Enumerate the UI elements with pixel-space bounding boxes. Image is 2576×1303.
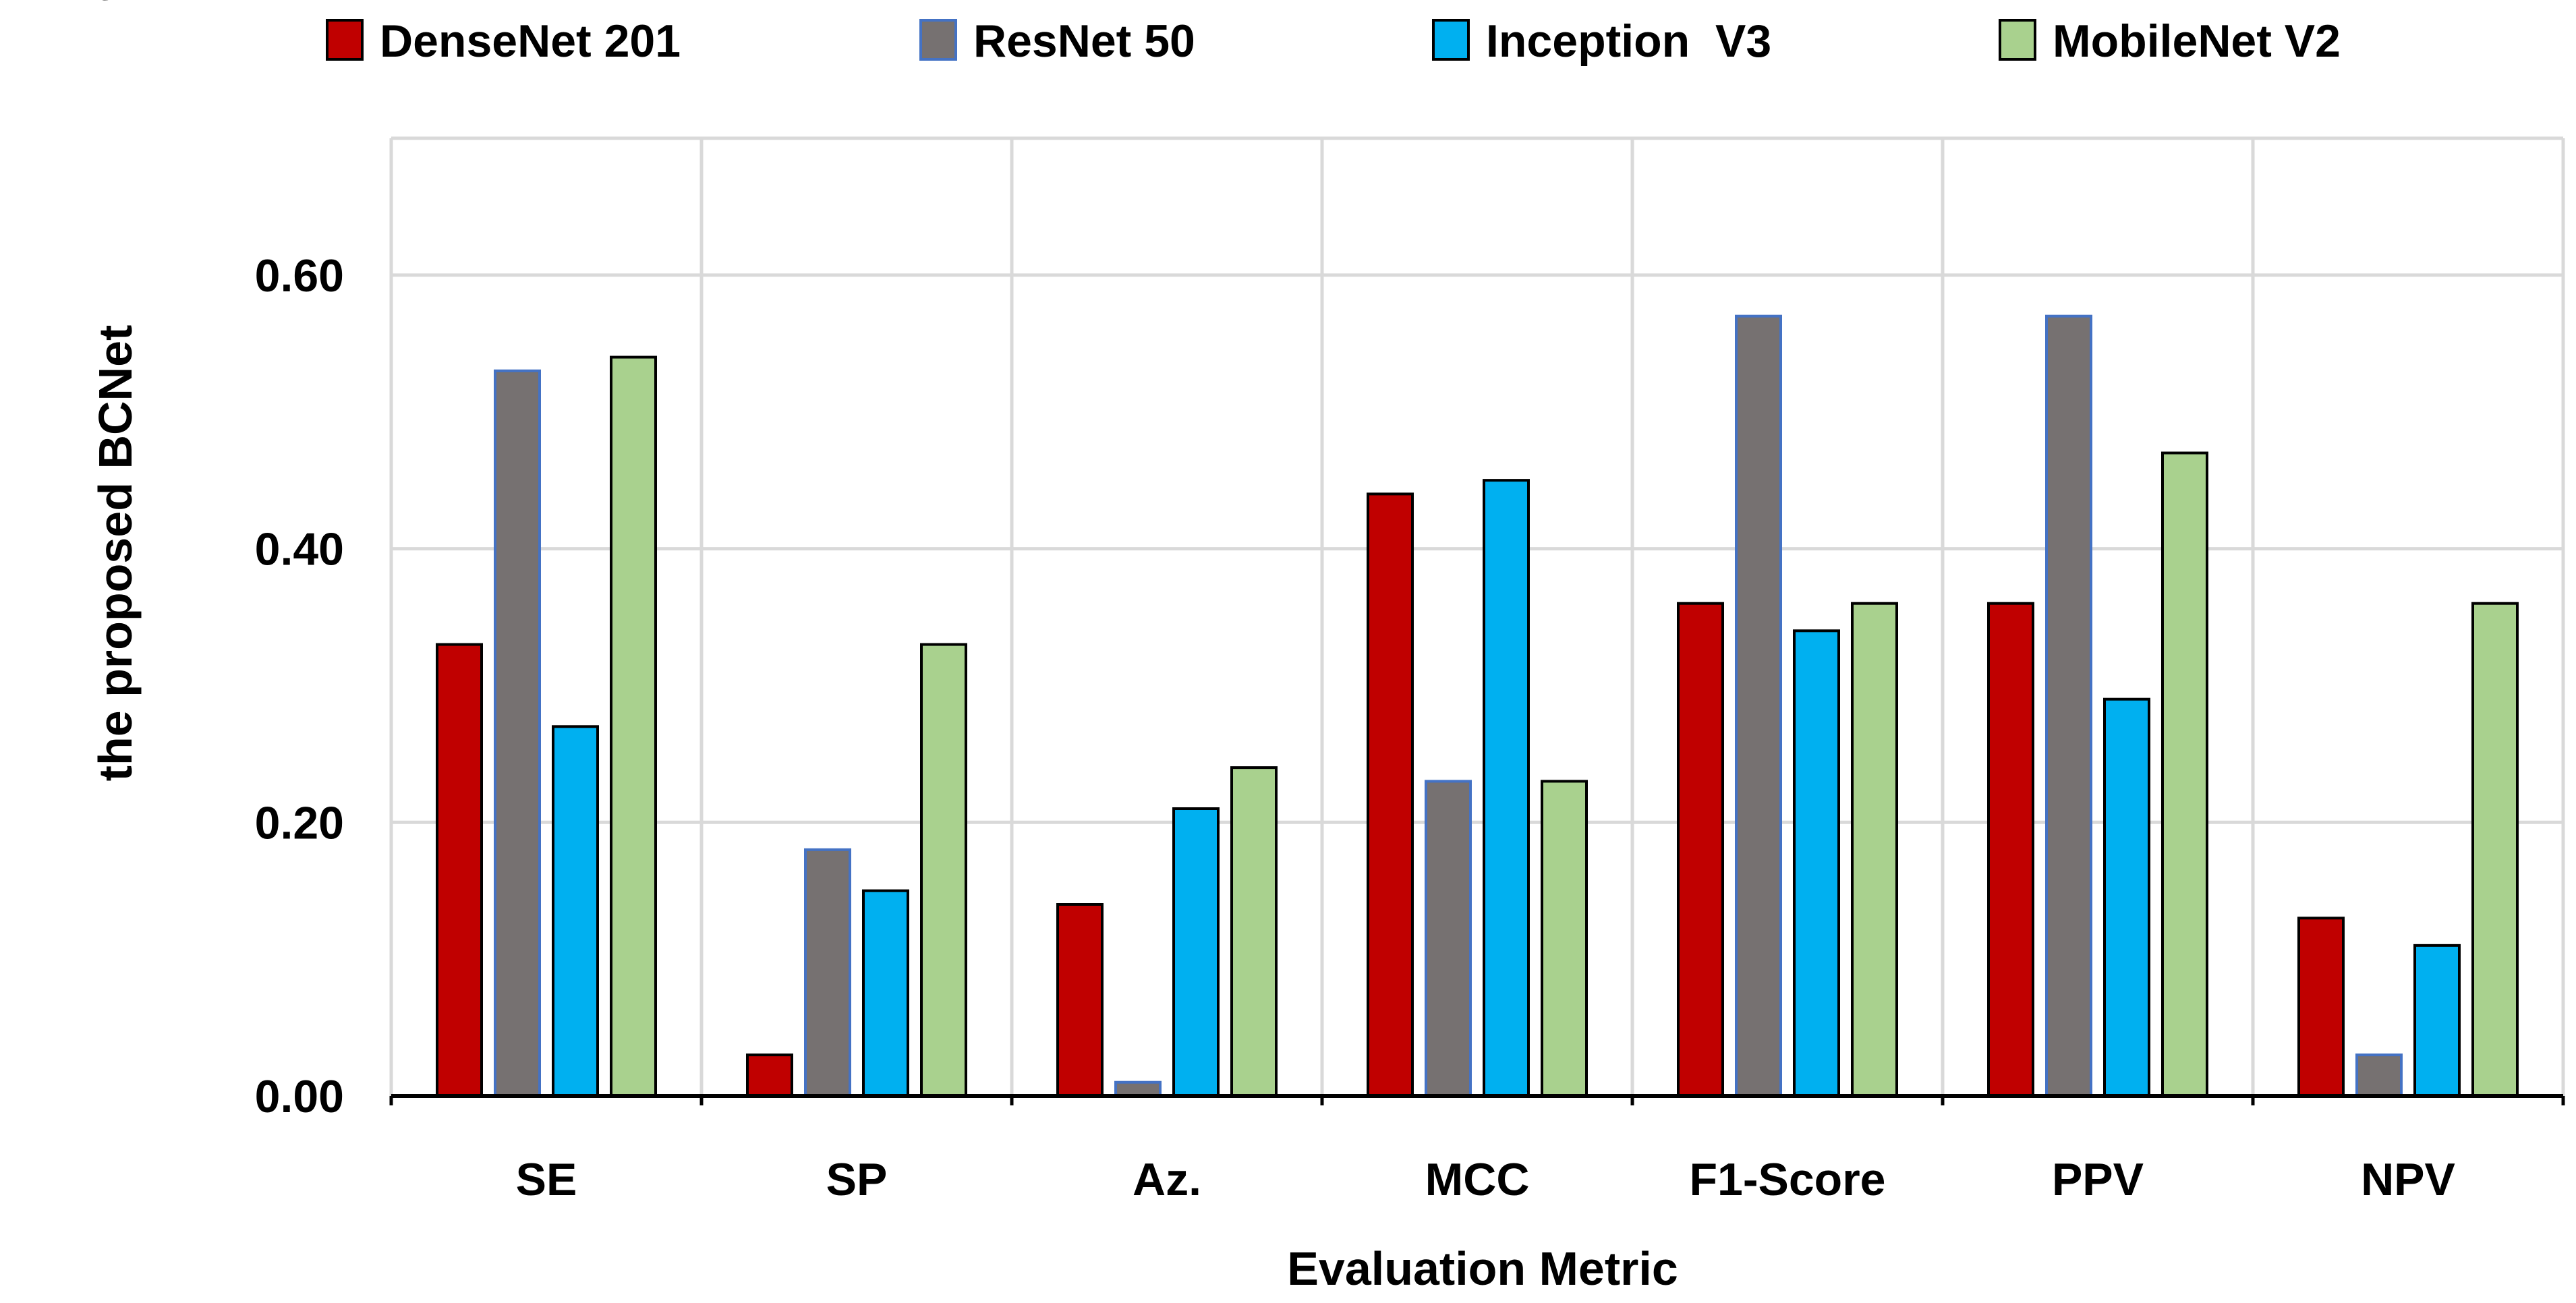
bar-inception-v3-az- xyxy=(1172,807,1220,1097)
bar-resnet-50-se xyxy=(494,369,541,1097)
x-category-label: SE xyxy=(516,1154,577,1205)
bar-mobilenet-v2-az- xyxy=(1230,766,1278,1097)
x-category-labels: SE SP Az. MCC F1-Score PPV NPV xyxy=(516,1154,2455,1205)
legend-label: ResNet 50 xyxy=(973,16,1195,67)
y-axis-title-line-2-text: the proposed BCNet xyxy=(89,325,142,782)
bar-densenet-201-mcc xyxy=(1367,492,1414,1097)
legend-label: DenseNet 201 xyxy=(380,16,681,67)
y-tick-labels: 0.00 0.20 0.40 0.60 xyxy=(255,250,344,1122)
bar-mobilenet-v2-f1-score xyxy=(1851,602,1898,1097)
x-category-label: F1-Score xyxy=(1690,1154,1886,1205)
bar-resnet-50-az- xyxy=(1114,1080,1162,1097)
legend-swatch xyxy=(1999,19,2036,61)
bar-mobilenet-v2-npv xyxy=(2471,602,2519,1097)
bar-inception-v3-f1-score xyxy=(1793,629,1840,1097)
bar-mobilenet-v2-sp xyxy=(920,643,967,1097)
bar-densenet-201-se xyxy=(436,643,483,1097)
bar-inception-v3-ppv xyxy=(2103,697,2150,1097)
bar-densenet-201-sp xyxy=(746,1053,793,1097)
bar-mobilenet-v2-ppv xyxy=(2161,451,2208,1097)
y-tick-label: 0.40 xyxy=(255,524,344,575)
x-category-label: Az. xyxy=(1133,1154,1201,1205)
bar-densenet-201-f1-score xyxy=(1677,602,1724,1097)
y-axis-title: Error w.r.t xyxy=(0,0,111,10)
bar-resnet-50-ppv xyxy=(2045,314,2092,1098)
y-tick-label: 0.00 xyxy=(255,1071,344,1122)
y-tick-label: 0.60 xyxy=(255,250,344,301)
legend-label: MobileNet V2 xyxy=(2053,16,2341,67)
legend-swatch xyxy=(1432,19,1470,61)
bar-mobilenet-v2-se xyxy=(610,355,657,1097)
bar-densenet-201-npv xyxy=(2297,917,2345,1098)
x-axis-title: Evaluation Metric xyxy=(1287,1242,1678,1295)
x-category-label: SP xyxy=(826,1154,888,1205)
bar-resnet-50-sp xyxy=(804,848,851,1098)
x-category-label: NPV xyxy=(2361,1154,2455,1205)
y-tick-label: 0.20 xyxy=(255,797,344,848)
bar-inception-v3-npv xyxy=(2413,944,2461,1098)
bars xyxy=(436,314,2519,1098)
legend-swatch xyxy=(919,19,957,61)
y-axis-title-line-1: Error w.r.t xyxy=(0,0,111,10)
x-category-label: MCC xyxy=(1425,1154,1530,1205)
bar-inception-v3-sp xyxy=(862,889,909,1097)
axes xyxy=(389,1094,2565,1105)
legend-label: Inception V3 xyxy=(1486,16,1771,67)
bar-densenet-201-az- xyxy=(1056,903,1104,1097)
legend-swatch xyxy=(326,19,364,61)
bar-resnet-50-npv xyxy=(2355,1053,2403,1097)
x-category-label: PPV xyxy=(2052,1154,2144,1205)
gridlines xyxy=(389,136,2565,1096)
bar-densenet-201-ppv xyxy=(1987,602,2034,1097)
bar-resnet-50-mcc xyxy=(1425,780,1472,1098)
legend: DenseNet 201 ResNet 50 Inception V3 MobileN… xyxy=(326,16,2341,67)
bar-resnet-50-f1-score xyxy=(1735,314,1782,1098)
bar-inception-v3-se xyxy=(552,725,599,1098)
bar-inception-v3-mcc xyxy=(1483,479,1530,1097)
bar-mobilenet-v2-mcc xyxy=(1541,780,1588,1098)
